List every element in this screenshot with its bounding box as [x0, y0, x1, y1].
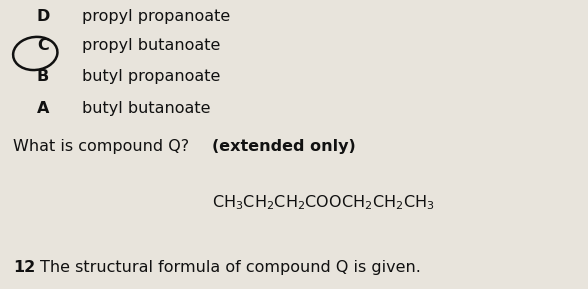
Text: C: C	[37, 38, 49, 53]
Text: butyl propanoate: butyl propanoate	[82, 69, 220, 84]
Text: propyl propanoate: propyl propanoate	[82, 9, 230, 24]
Text: (extended only): (extended only)	[212, 139, 355, 154]
Text: What is compound Q?: What is compound Q?	[13, 139, 189, 154]
Text: propyl butanoate: propyl butanoate	[82, 38, 220, 53]
Text: $\mathrm{CH_3CH_2CH_2COOCH_2CH_2CH_3}$: $\mathrm{CH_3CH_2CH_2COOCH_2CH_2CH_3}$	[212, 194, 435, 212]
Text: A: A	[36, 101, 49, 116]
Text: B: B	[37, 69, 49, 84]
Text: 12: 12	[13, 260, 35, 275]
Text: D: D	[36, 9, 49, 24]
Text: The structural formula of compound Q is given.: The structural formula of compound Q is …	[40, 260, 421, 275]
Text: butyl butanoate: butyl butanoate	[82, 101, 211, 116]
